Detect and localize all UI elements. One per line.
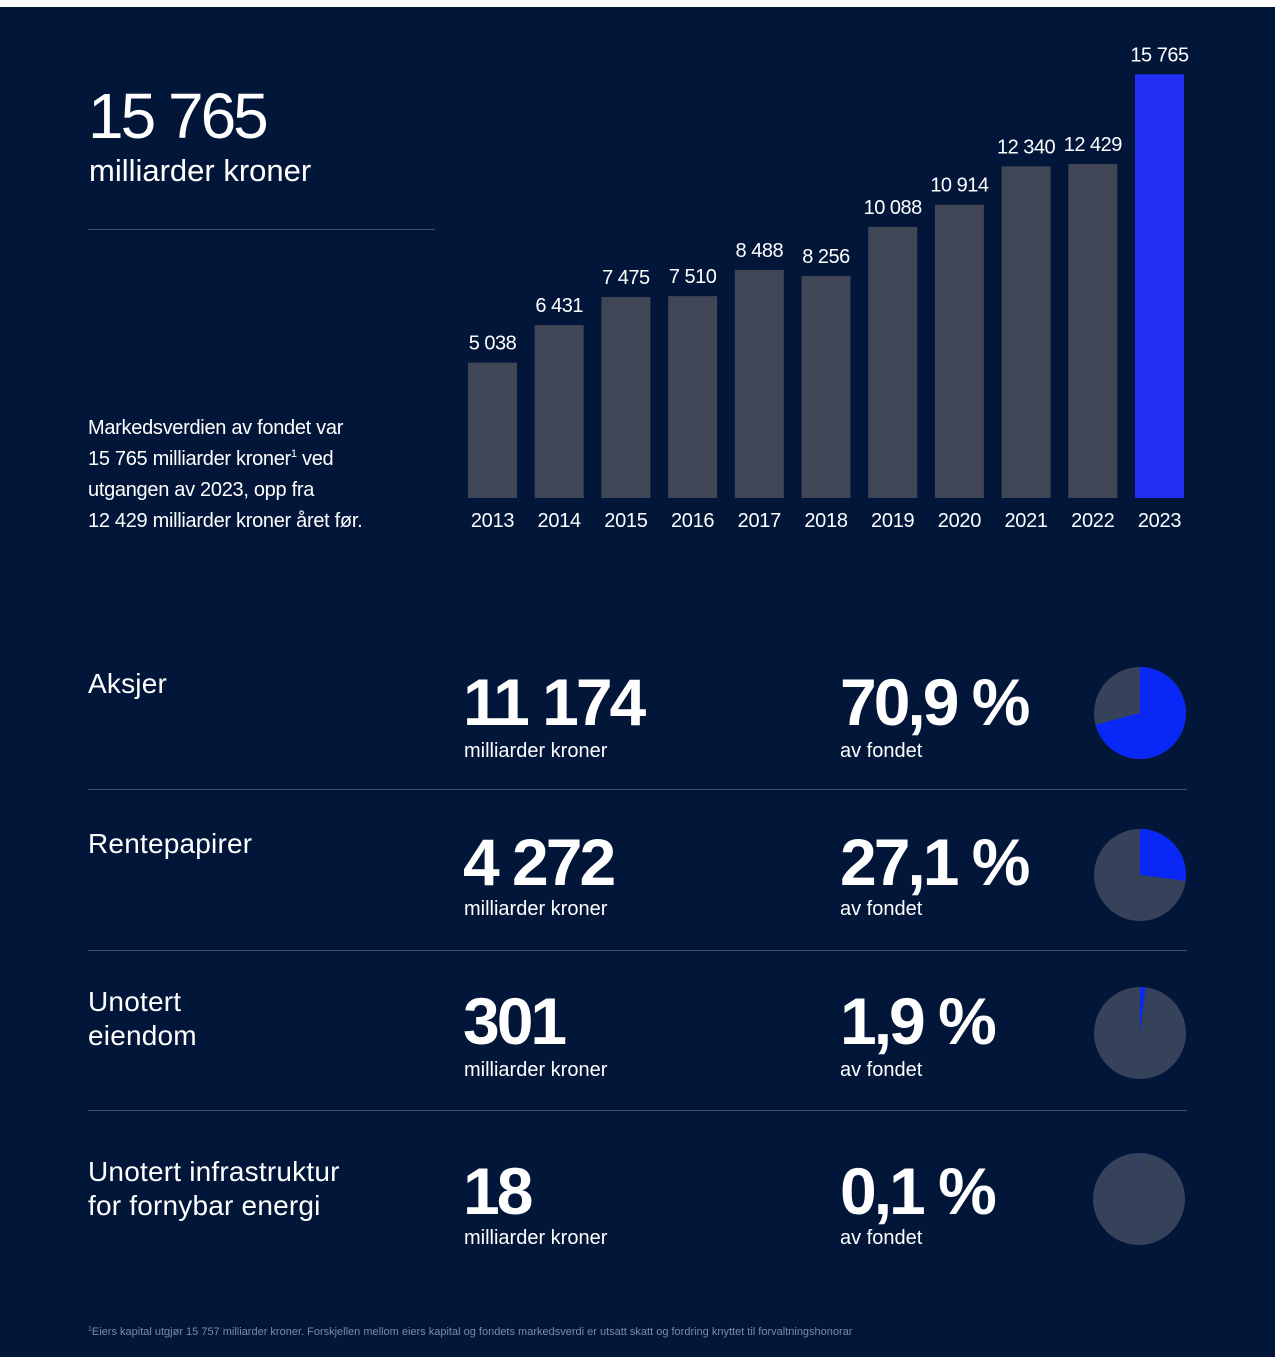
row-percentage-unit: av fondet [840,1227,923,1249]
share-pie-chart [1094,987,1186,1079]
x-tick-label: 2023 [1138,510,1181,532]
footnote-marker: 1 [88,1326,92,1333]
bar-value-label: 7 510 [669,266,717,288]
divider [88,950,1187,951]
bar-value-label: 5 038 [469,333,517,355]
bar-value-label: 7 475 [602,267,650,289]
row-title-line: Unotert infrastruktur [88,1156,340,1187]
row-title-line: Rentepapirer [88,828,253,859]
row-title-line: Aksjer [88,668,167,699]
market-value-bar-chart: 5 038 2013 6 431 2014 7 475 2015 7 510 2016 8 48… [468,44,1189,532]
summary-text: Markedsverdien av fondet var 15 765 mill… [88,413,428,537]
bar-value-label: 12 429 [1064,134,1123,156]
row-title: Rentepapirer [88,827,252,861]
share-pie-chart [1094,667,1186,759]
bar-value-label: 12 340 [997,136,1056,158]
x-tick-label: 2015 [604,510,647,532]
footnote-text: Eiers kapital utgjør 15 757 milliarder k… [91,1326,853,1338]
x-tick-label: 2018 [804,510,847,532]
divider [88,229,435,230]
infographic-panel [0,7,1275,1357]
summary-line: 15 765 milliarder kroner [88,448,291,470]
bar [468,362,517,498]
x-tick-label: 2016 [671,510,714,532]
row-title-line: Unotert [88,986,182,1017]
x-tick-label: 2017 [738,510,781,532]
x-tick-label: 2021 [1004,510,1047,532]
x-tick-label: 2020 [938,510,981,532]
pie-slice [1140,987,1146,1033]
bar-value-label: 15 765 [1130,44,1189,66]
bar [1135,74,1184,499]
summary-line: ved [296,448,334,470]
headline-unit: milliarder kroner [89,153,312,188]
row-value: 4 272 [463,825,616,899]
row-percentage-unit: av fondet [840,1059,923,1081]
row-title-line: eiendom [88,1020,197,1051]
row-unit: milliarder kroner [464,898,608,920]
bar [1068,163,1118,498]
x-tick-label: 2014 [538,510,581,532]
row-unit: milliarder kroner [464,1059,608,1081]
bar-value-label: 10 914 [930,175,989,197]
row-value: 11 174 [463,665,646,739]
summary-line: Markedsverdien av fondet var [88,417,344,439]
bar [868,226,918,498]
divider [88,789,1187,790]
bar-value-label: 8 488 [736,240,784,262]
bar-value-label: 10 088 [864,197,923,219]
summary-line: 12 429 milliarder kroner året før. [88,510,363,532]
row-percentage-unit: av fondet [840,898,923,920]
footnote: 1Eiers kapital utgjør 15 757 milliarder … [88,1326,852,1338]
pie-slice [1140,829,1186,882]
summary-line: utgangen av 2023, opp fra [88,479,315,501]
bar [934,204,984,498]
row-title: Aksjer [88,667,167,701]
pie-slice [1095,667,1186,759]
x-tick-label: 2022 [1071,510,1114,532]
row-value: 18 [463,1154,533,1228]
bar [1001,166,1051,499]
row-percentage: 1,9 % [840,984,997,1058]
row-value: 301 [463,984,567,1058]
row-percentage-unit: av fondet [840,740,923,762]
row-title-line: for fornybar energi [88,1190,321,1221]
share-pie-chart [1093,1153,1185,1245]
bar [801,276,851,498]
row-unit: milliarder kroner [464,740,608,762]
divider [88,1110,1187,1111]
bar-value-label: 8 256 [802,246,850,268]
headline-value: 15 765 [88,80,269,152]
row-percentage: 0,1 % [840,1154,997,1228]
bar [668,296,718,498]
bar [601,297,651,498]
row-title: Unotert eiendom [88,985,197,1053]
row-percentage: 27,1 % [840,825,1030,899]
footnote-marker: 1 [290,448,297,460]
row-title: Unotert infrastruktur for fornybar energi [88,1155,340,1223]
bar [534,325,584,498]
row-unit: milliarder kroner [464,1227,608,1249]
bar-value-label: 6 431 [535,295,583,317]
bar [734,269,784,498]
x-tick-label: 2013 [471,510,514,532]
share-pie-chart [1094,829,1186,921]
row-percentage: 70,9 % [840,665,1030,739]
x-tick-label: 2019 [871,510,914,532]
